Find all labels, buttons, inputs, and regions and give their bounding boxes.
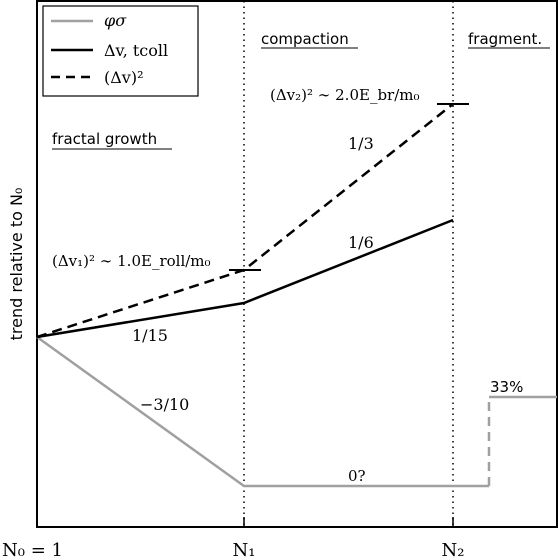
xtick-n0: N₀ = 1 [2,540,63,560]
legend-dv2-label: (Δv)² [104,68,144,87]
legend: φσ Δv, tcoll (Δv)² [42,5,199,97]
plot-frame [36,0,558,528]
phi-sigma-line [36,335,489,488]
dv-tcoll-line [36,218,454,339]
region-fractal-label: fractal growth [52,130,157,148]
legend-phi-label: φσ [104,11,127,30]
slope-1-6: 1/6 [348,233,374,252]
slope-m3-10: −3/10 [140,395,189,414]
slope-1-15: 1/15 [132,326,168,345]
region-fragment-label: fragment. [468,30,542,48]
zero-annotation: 0? [348,467,366,485]
xtick-n2: N₂ [442,540,465,560]
region-compaction-label: compaction [261,30,349,48]
xtick-n1: N₁ [233,540,256,560]
dv1-annotation: (Δv₁)² ∼ 1.0E_roll/m₀ [52,252,211,270]
slope-1-3: 1/3 [348,134,374,153]
y-axis-label: trend relative to N₀ [7,188,26,341]
dv2-annotation: (Δv₂)² ∼ 2.0E_br/m₀ [270,86,420,104]
legend-dv-label: Δv, tcoll [104,41,168,60]
legend-box [42,5,199,97]
pct-33-annotation: 33% [490,378,523,396]
